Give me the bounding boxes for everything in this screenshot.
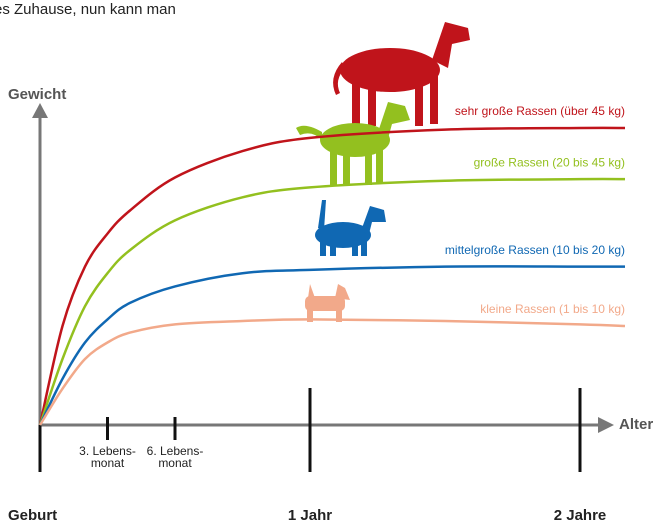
chart: es Zuhause, nun kann man Gewicht Alter G…: [0, 0, 658, 526]
x-tick-label: 1 Jahr: [288, 507, 332, 524]
x-axis-label: Alter: [619, 416, 653, 433]
x-tick-label: 2 Jahre: [554, 507, 607, 524]
intro-text: es Zuhause, nun kann man: [0, 1, 176, 18]
series-label: sehr große Rassen (über 45 kg): [455, 104, 625, 118]
dog-small: [305, 284, 350, 322]
x-tick-label: 6. Lebens-monat: [147, 444, 204, 470]
x-tick-label: 3. Lebens-monat: [79, 444, 136, 470]
x-arrow: [598, 417, 614, 433]
series-line: [40, 319, 625, 425]
y-axis-label: Gewicht: [8, 86, 66, 103]
series-label: große Rassen (20 bis 45 kg): [474, 155, 625, 169]
plot: Geburt 3. Lebens-monat 6. Lebens-monat 1 Ja…: [8, 104, 625, 524]
y-arrow: [32, 103, 48, 118]
series-line: [40, 266, 625, 425]
series-label: mittelgroße Rassen (10 bis 20 kg): [445, 243, 625, 257]
dog-medium: [315, 200, 386, 256]
x-tick-label: Geburt: [8, 507, 57, 524]
series-label: kleine Rassen (1 bis 10 kg): [480, 302, 625, 316]
